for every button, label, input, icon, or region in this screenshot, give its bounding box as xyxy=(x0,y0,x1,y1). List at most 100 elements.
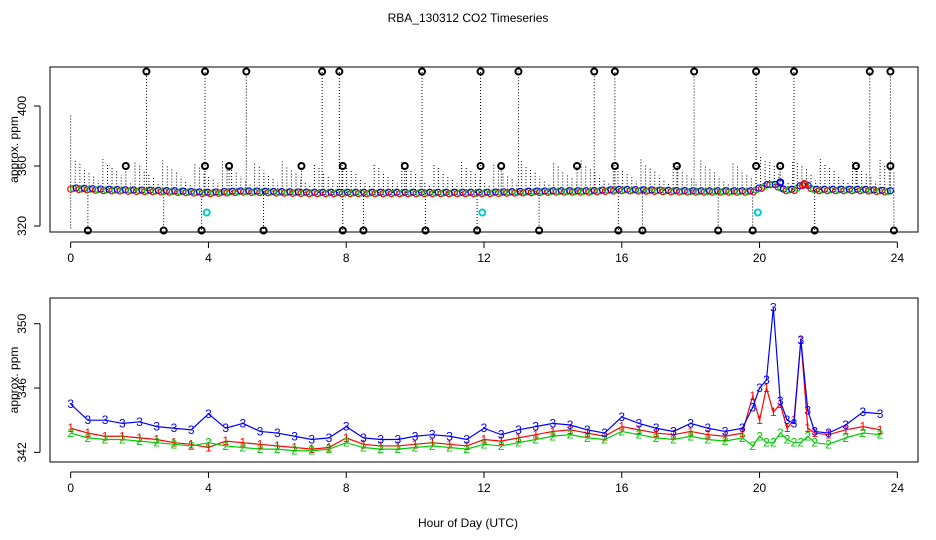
low-outlier-point xyxy=(197,226,206,235)
low-outlier-point xyxy=(889,226,898,235)
series-marker-3: 3 xyxy=(791,416,798,430)
y-tick-label: 346 xyxy=(15,378,29,398)
high-outlier-point xyxy=(318,67,327,76)
low-outlier-point xyxy=(714,226,723,235)
x-tick-label: 8 xyxy=(343,251,350,265)
series-marker-1: 1 xyxy=(119,429,126,443)
mid-outlier-point xyxy=(201,162,209,170)
series-marker-3: 3 xyxy=(188,423,195,437)
series-marker-1: 1 xyxy=(377,439,384,453)
series-marker-1: 1 xyxy=(749,389,756,403)
series-marker-1: 1 xyxy=(171,436,178,450)
low-outlier-point xyxy=(421,226,430,235)
series-marker-1: 1 xyxy=(804,421,811,435)
mid-outlier-point xyxy=(776,162,785,170)
y-tick-label: 342 xyxy=(15,442,29,462)
series-marker-1: 1 xyxy=(343,431,350,445)
series-marker-1: 1 xyxy=(784,421,791,435)
series-marker-1: 1 xyxy=(842,423,849,437)
series-marker-3: 3 xyxy=(739,421,746,435)
low-outlier-point xyxy=(535,226,544,235)
x-tick-label: 24 xyxy=(891,251,905,265)
x-tick-label: 0 xyxy=(67,481,74,495)
series-marker-1: 1 xyxy=(291,441,298,455)
spike-point xyxy=(776,178,785,187)
series-marker-2: 2 xyxy=(429,439,436,453)
series-marker-2: 2 xyxy=(188,439,195,453)
series-marker-2: 2 xyxy=(463,442,470,456)
series-marker-2: 2 xyxy=(705,432,712,446)
x-tick-label: 24 xyxy=(891,481,905,495)
series-marker-1: 1 xyxy=(877,423,884,437)
series-marker-2: 2 xyxy=(567,428,574,442)
cyan-point xyxy=(753,208,762,217)
series-marker-2: 2 xyxy=(308,444,315,458)
series-marker-3: 3 xyxy=(567,418,574,432)
mid-outlier-point xyxy=(886,162,895,170)
series-marker-3: 3 xyxy=(136,415,143,429)
series-marker-2: 2 xyxy=(791,436,798,450)
series-marker-3: 3 xyxy=(842,418,849,432)
series-marker-2: 2 xyxy=(222,439,229,453)
mid-outlier-point xyxy=(121,162,130,170)
series-marker-1: 1 xyxy=(770,405,777,419)
series-marker-3: 3 xyxy=(877,407,884,421)
series-marker-2: 2 xyxy=(687,429,694,443)
series-marker-3: 3 xyxy=(205,407,212,421)
high-outlier-point xyxy=(886,67,895,76)
series-marker-3: 3 xyxy=(804,404,811,418)
series-marker-3: 3 xyxy=(429,428,436,442)
series-marker-3: 3 xyxy=(722,424,729,438)
series-marker-3: 3 xyxy=(798,333,805,347)
y-axis-label: approx. ppm xyxy=(7,347,21,414)
series-marker-3: 3 xyxy=(412,429,419,443)
mid-outlier-point xyxy=(672,162,681,170)
low-outlier-point xyxy=(473,226,482,235)
series-line-2 xyxy=(70,430,881,452)
series-marker-2: 2 xyxy=(636,428,643,442)
series-marker-3: 3 xyxy=(377,432,384,446)
cyan-point xyxy=(202,208,211,217)
series-marker-2: 2 xyxy=(670,432,677,446)
series-marker-1: 1 xyxy=(205,441,212,455)
series-marker-1: 1 xyxy=(670,428,677,442)
series-marker-3: 3 xyxy=(601,426,608,440)
low-outlier-point xyxy=(748,226,757,235)
cyan-point xyxy=(478,208,487,217)
mid-outlier-point xyxy=(338,162,347,170)
x-tick-label: 20 xyxy=(753,251,767,265)
series-marker-2: 2 xyxy=(171,437,178,451)
series-marker-1: 1 xyxy=(584,426,591,440)
high-outlier-point xyxy=(201,67,209,76)
high-outlier-point xyxy=(335,67,344,76)
series-marker-2: 2 xyxy=(763,436,770,450)
series-marker-3: 3 xyxy=(240,416,247,430)
series-marker-3: 3 xyxy=(770,301,777,315)
series-marker-3: 3 xyxy=(67,397,74,411)
series-marker-1: 1 xyxy=(739,426,746,440)
series-marker-3: 3 xyxy=(360,431,367,445)
series-marker-2: 2 xyxy=(377,442,384,456)
x-tick-label: 12 xyxy=(477,251,491,265)
series-marker-1: 1 xyxy=(550,424,557,438)
series-marker-2: 2 xyxy=(749,439,756,453)
plot-frame xyxy=(49,297,919,463)
series-line-3 xyxy=(70,307,881,441)
series-marker-1: 1 xyxy=(67,421,74,435)
series-marker-3: 3 xyxy=(763,373,770,387)
series-marker-2: 2 xyxy=(205,436,212,450)
series-marker-1: 1 xyxy=(687,424,694,438)
high-outlier-point xyxy=(514,67,523,76)
series-marker-3: 3 xyxy=(784,413,791,427)
series-marker-3: 3 xyxy=(532,420,539,434)
series-marker-1: 1 xyxy=(429,436,436,450)
series-marker-1: 1 xyxy=(274,439,281,453)
series-marker-2: 2 xyxy=(240,441,247,455)
series-marker-2: 2 xyxy=(532,432,539,446)
series-marker-3: 3 xyxy=(222,421,229,435)
mid-outlier-point xyxy=(573,162,581,170)
mid-outlier-point xyxy=(852,162,860,170)
series-marker-1: 1 xyxy=(618,420,625,434)
series-marker-2: 2 xyxy=(550,429,557,443)
